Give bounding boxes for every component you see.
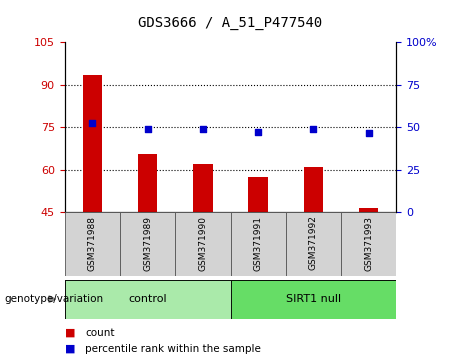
Bar (230, 212, 286, 276)
Text: GDS3666 / A_51_P477540: GDS3666 / A_51_P477540 (138, 16, 323, 30)
Text: GSM371991: GSM371991 (254, 216, 263, 270)
Bar (248, 177, 268, 212)
Text: SIRT1 null: SIRT1 null (286, 294, 341, 304)
Bar (65, 280, 230, 319)
Point (89, 120, 96, 126)
Text: GSM371989: GSM371989 (143, 216, 152, 270)
Bar (230, 280, 396, 319)
Bar (304, 167, 323, 212)
Bar (138, 154, 157, 212)
Text: percentile rank within the sample: percentile rank within the sample (85, 344, 261, 354)
Bar (175, 212, 230, 276)
Bar (341, 212, 396, 276)
Bar (65, 212, 120, 276)
Point (199, 126, 207, 132)
Bar (83, 75, 102, 212)
Point (365, 130, 372, 136)
Text: GSM371988: GSM371988 (88, 216, 97, 270)
Text: ■: ■ (65, 344, 75, 354)
Text: GSM371990: GSM371990 (198, 216, 207, 270)
Text: ■: ■ (65, 328, 75, 338)
Bar (286, 212, 341, 276)
Point (254, 129, 262, 135)
Text: genotype/variation: genotype/variation (5, 294, 104, 304)
Text: count: count (85, 328, 115, 338)
Point (310, 126, 317, 132)
Text: GSM371993: GSM371993 (364, 216, 373, 270)
Bar (193, 164, 213, 212)
Point (144, 126, 151, 132)
Bar (120, 212, 175, 276)
Text: GSM371992: GSM371992 (309, 216, 318, 270)
Text: control: control (128, 294, 167, 304)
Bar (359, 208, 378, 212)
